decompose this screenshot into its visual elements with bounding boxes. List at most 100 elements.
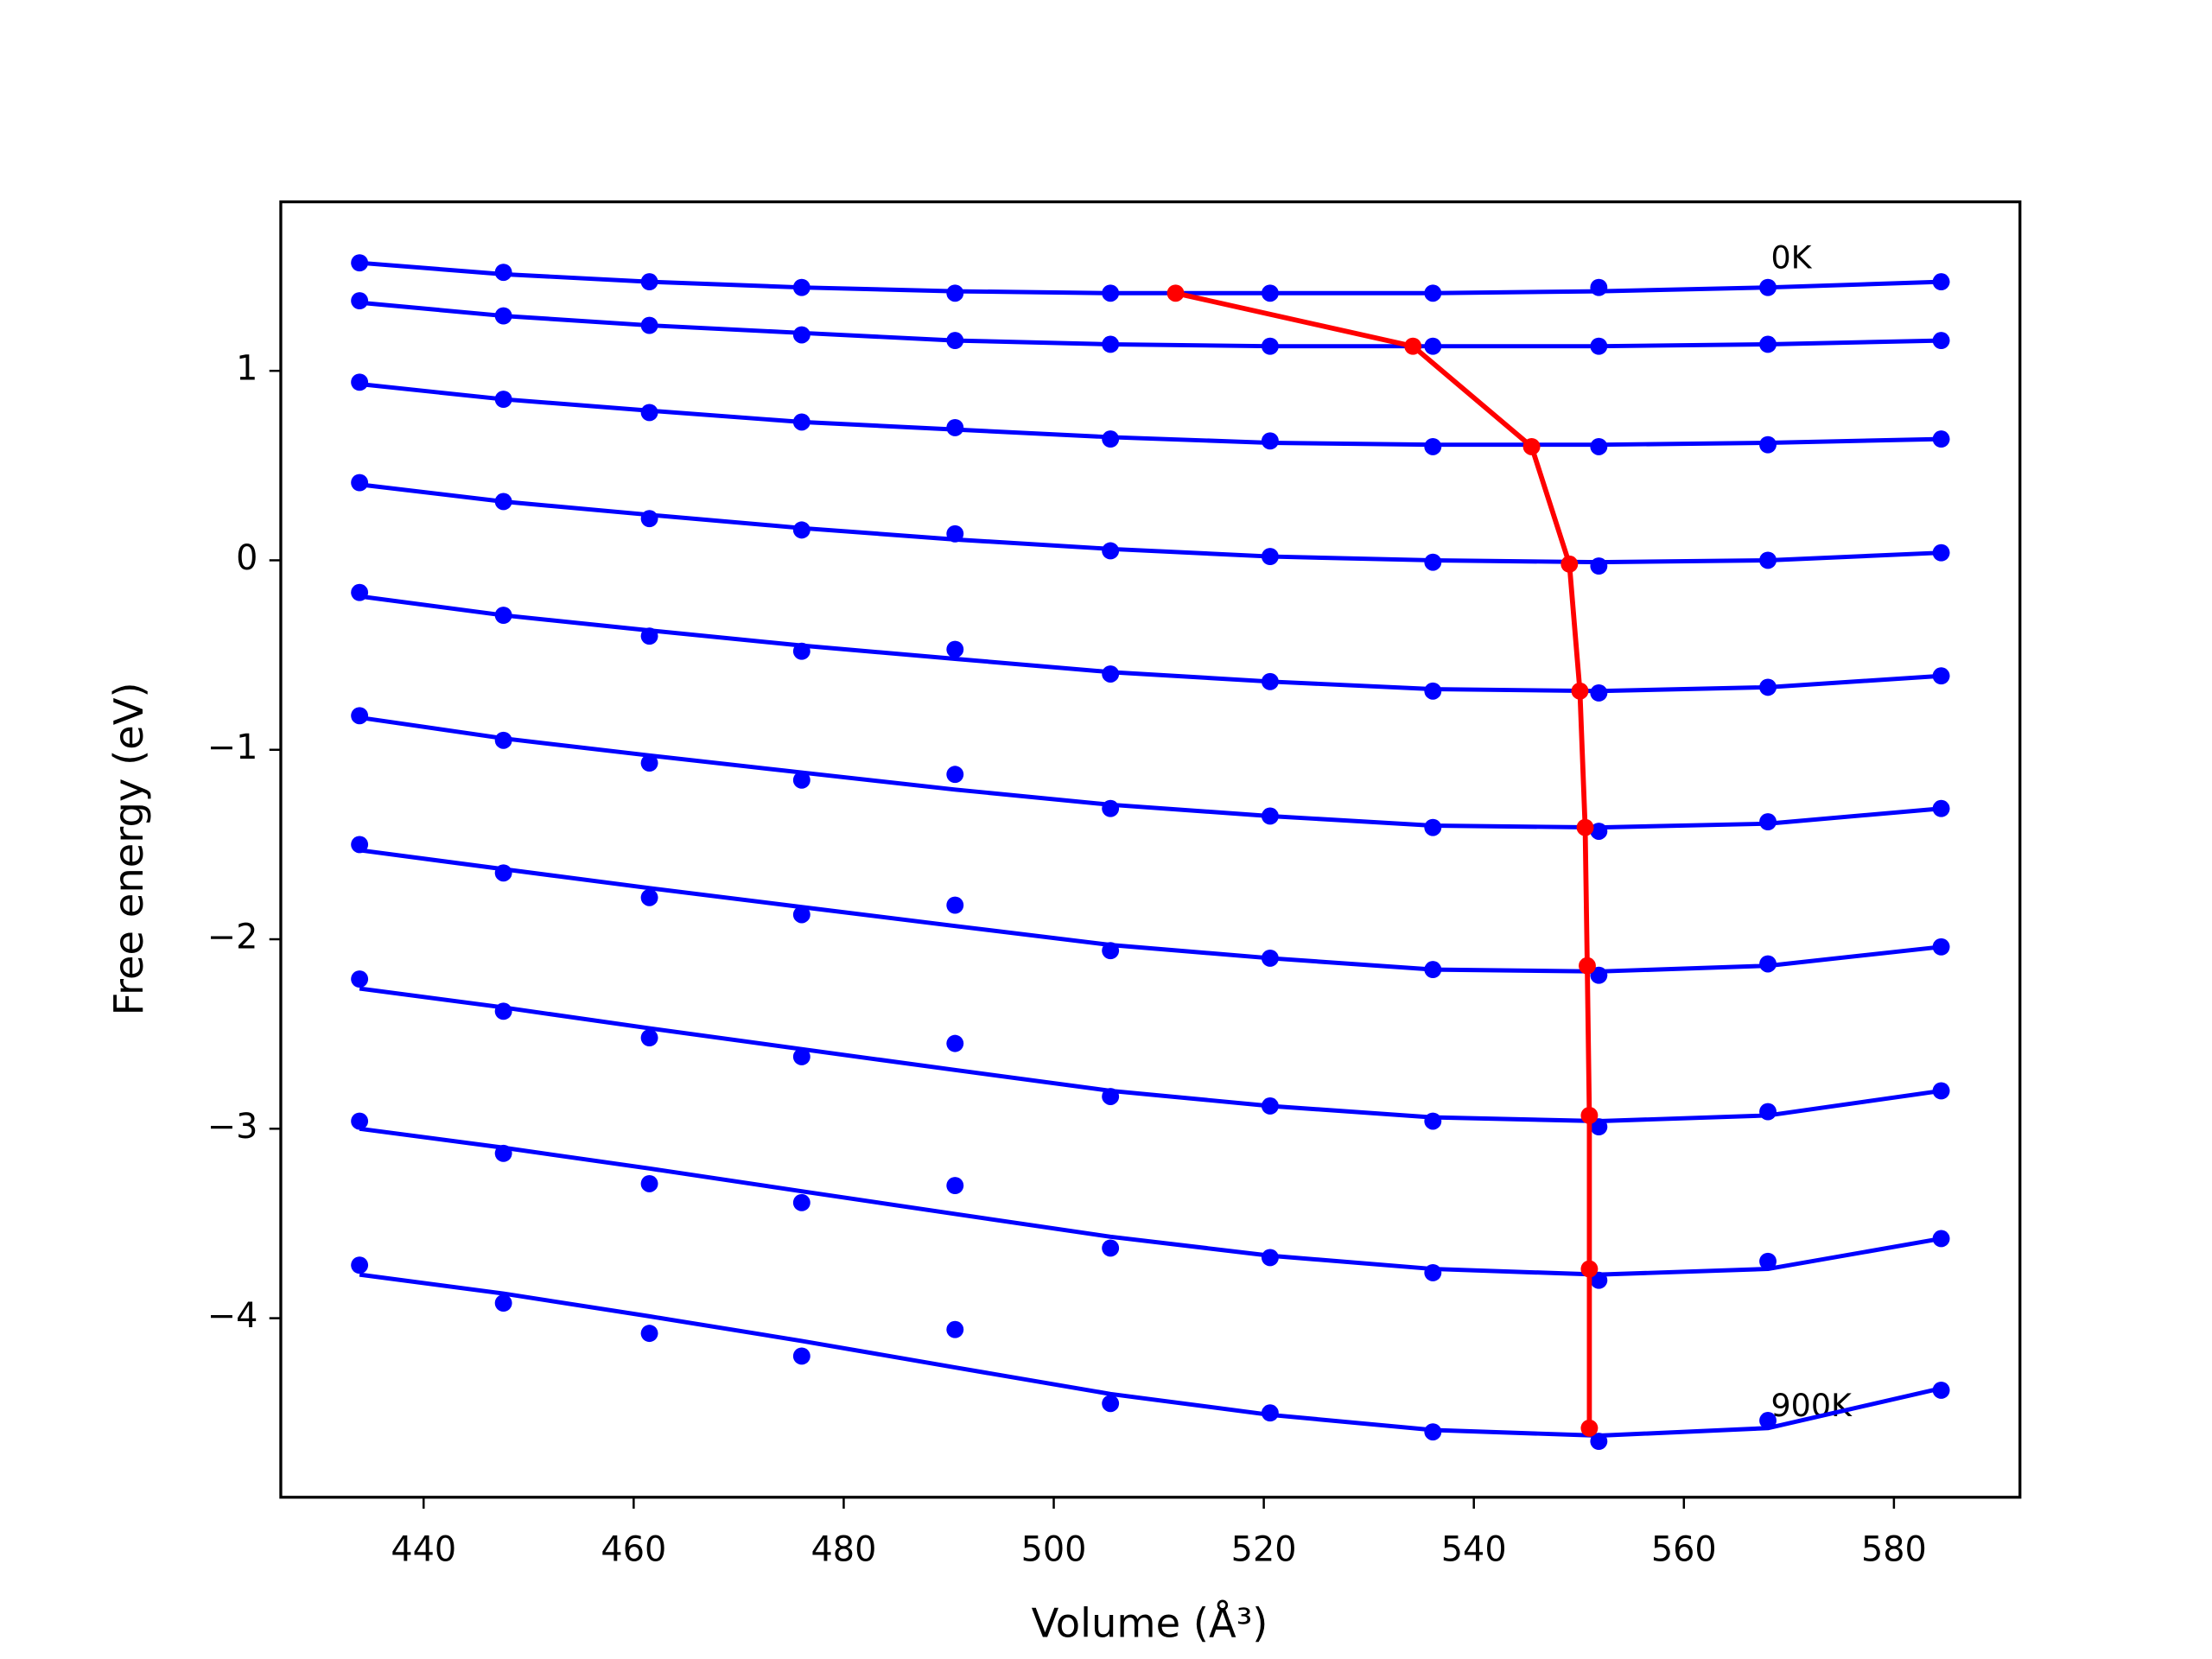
data-point: [792, 1193, 810, 1211]
data-point: [1759, 278, 1777, 296]
data-point: [640, 1029, 658, 1046]
minimum-point: [1576, 818, 1594, 836]
minimum-point: [1580, 1419, 1599, 1437]
minimum-point: [1571, 682, 1589, 700]
data-point: [1102, 942, 1120, 960]
plot-frame: [279, 200, 2022, 1499]
data-point: [946, 419, 964, 436]
data-point: [1424, 1423, 1442, 1441]
annotation: 0K: [1770, 238, 1812, 276]
minimum-point: [1580, 1107, 1599, 1124]
data-point: [1759, 813, 1777, 831]
data-point: [351, 1256, 369, 1274]
data-point: [1590, 684, 1608, 702]
data-point: [351, 292, 369, 309]
y-tick-label: −4: [207, 1296, 258, 1336]
fit-line: [359, 986, 1942, 1124]
y-axis-label: Free energy (eV): [105, 682, 152, 1015]
minimum-point: [1522, 437, 1541, 455]
data-point: [1759, 335, 1777, 353]
data-point: [792, 1347, 810, 1365]
data-point: [1932, 1082, 1950, 1100]
data-point: [946, 896, 964, 914]
data-point: [1590, 823, 1608, 840]
data-point: [1759, 1252, 1777, 1270]
data-point: [1424, 682, 1442, 700]
data-point: [1102, 284, 1120, 302]
fit-line: [359, 1126, 1942, 1277]
data-point: [792, 1048, 810, 1065]
data-point: [494, 264, 512, 282]
y-tick-label: 0: [236, 538, 257, 578]
minimum-point: [1580, 1260, 1599, 1278]
data-point: [1759, 678, 1777, 696]
data-point: [946, 1320, 964, 1338]
y-tick-label: 1: [236, 349, 257, 389]
data-point: [1759, 435, 1777, 454]
minimum-point: [1166, 284, 1185, 302]
data-point: [1261, 284, 1279, 302]
data-point: [351, 836, 369, 854]
fit-line: [359, 482, 1942, 565]
data-point: [640, 1325, 658, 1343]
data-point: [494, 1144, 512, 1162]
data-point: [351, 1112, 369, 1130]
data-point: [1590, 337, 1608, 355]
fit-line: [359, 1272, 1942, 1439]
fit-line: [359, 300, 1942, 349]
data-point: [351, 373, 369, 391]
data-point: [351, 254, 369, 272]
data-point: [640, 1174, 658, 1192]
data-point: [792, 413, 810, 431]
data-point: [1590, 437, 1608, 455]
data-point: [1590, 1433, 1608, 1451]
data-point: [1590, 1118, 1608, 1136]
data-point: [1102, 430, 1120, 448]
data-point: [1102, 542, 1120, 560]
data-point: [792, 906, 810, 924]
data-point: [1261, 950, 1279, 967]
data-point: [1102, 335, 1120, 353]
data-point: [1932, 667, 1950, 685]
data-point: [494, 391, 512, 409]
data-point: [1424, 553, 1442, 571]
data-point: [494, 731, 512, 749]
data-point: [1424, 437, 1442, 455]
data-point: [1590, 557, 1608, 575]
fit-line: [359, 848, 1942, 974]
fit-line: [359, 382, 1942, 448]
y-tick-label: −2: [207, 918, 258, 957]
data-point: [946, 640, 964, 658]
data-point: [494, 1002, 512, 1020]
x-tick-label: 540: [1441, 1529, 1507, 1569]
data-point: [1932, 332, 1950, 350]
data-point: [1261, 807, 1279, 825]
data-point: [1424, 961, 1442, 979]
data-point: [946, 284, 964, 302]
data-point: [946, 1034, 964, 1052]
data-point: [640, 273, 658, 291]
data-point: [1261, 672, 1279, 690]
data-point: [1261, 337, 1279, 355]
data-point: [640, 404, 658, 422]
data-point: [1932, 938, 1950, 956]
data-point: [1102, 1239, 1120, 1257]
y-tick-label: −3: [207, 1107, 258, 1147]
data-point: [1932, 1381, 1950, 1399]
data-point: [1590, 278, 1608, 296]
data-point: [946, 524, 964, 543]
data-point: [792, 521, 810, 539]
data-point: [351, 474, 369, 492]
data-point: [1102, 1395, 1120, 1413]
data-point: [792, 326, 810, 344]
data-point: [1590, 1271, 1608, 1289]
data-point: [946, 1177, 964, 1195]
minimum-point: [1560, 555, 1579, 573]
data-point: [1102, 665, 1120, 683]
data-point: [1102, 1088, 1120, 1105]
data-point: [1424, 1264, 1442, 1281]
y-tick-label: −1: [207, 728, 258, 767]
data-point: [494, 864, 512, 882]
data-point: [640, 627, 658, 645]
